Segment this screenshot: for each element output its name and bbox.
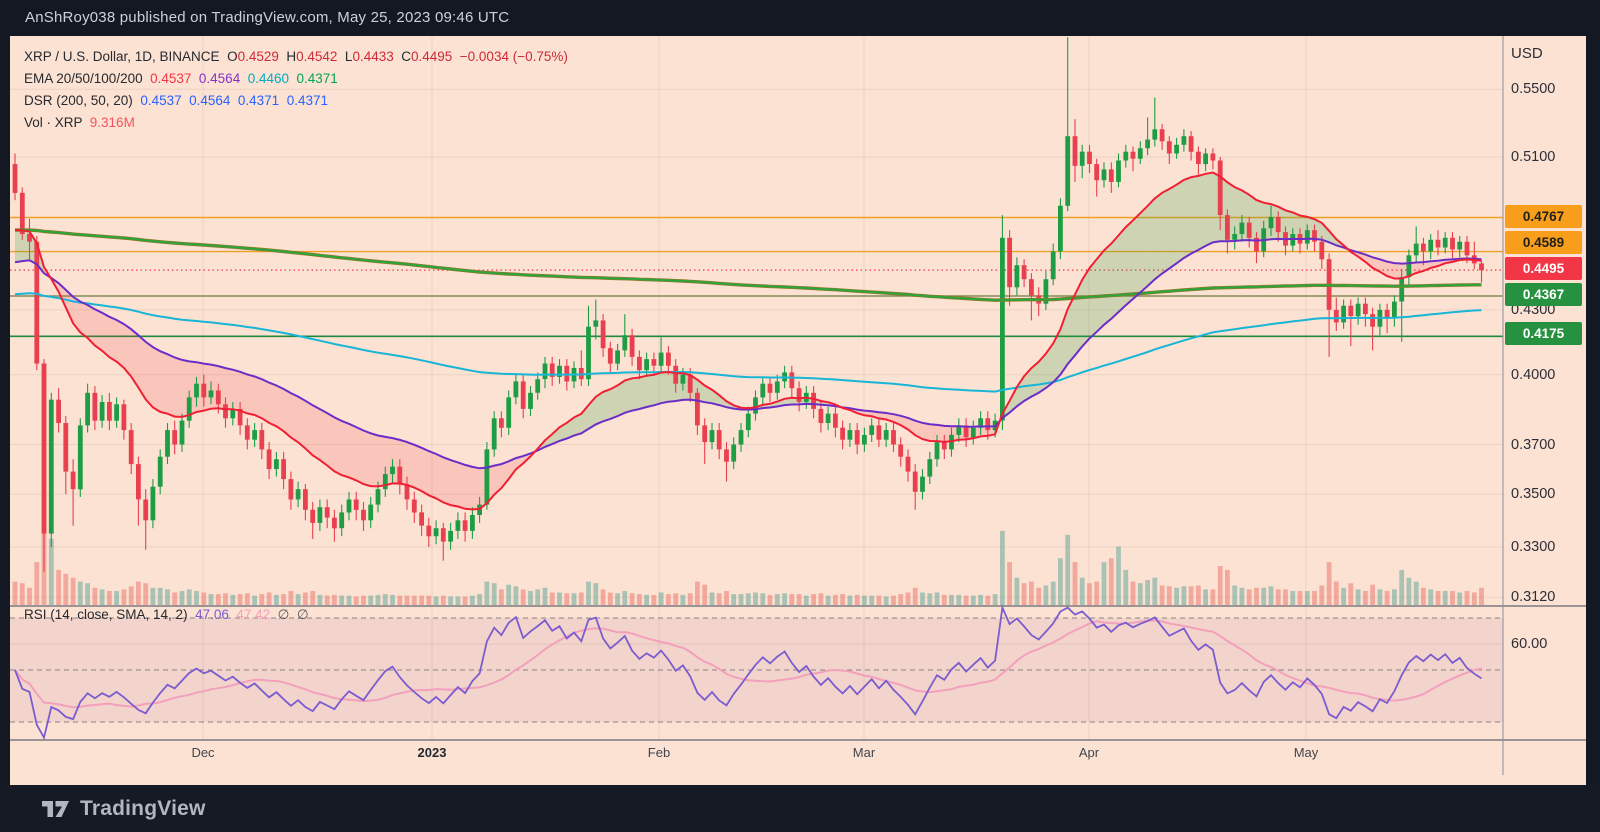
main-pane-legend: XRP / U.S. Dollar, 1D, BINANCE O0.4529 H… [24, 46, 568, 134]
footer-bar: TradingView [0, 785, 1600, 832]
price-axis-label: 0.3500 [1511, 486, 1556, 502]
dsr-legend[interactable]: DSR (200, 50, 20) 0.4537 0.4564 0.4371 0… [24, 93, 328, 108]
price-axis-label: 0.3300 [1511, 539, 1556, 555]
price-badge: 0.4175 [1505, 322, 1582, 345]
time-axis-label[interactable]: 2023 [417, 745, 447, 760]
price-axis-label: 0.4300 [1511, 302, 1556, 318]
tradingview-brand[interactable]: TradingView [80, 796, 206, 820]
price-axis-label: 0.5100 [1511, 149, 1556, 165]
rsi-axis-label: 60.00 [1511, 636, 1548, 652]
price-axis-label: 0.3700 [1511, 437, 1556, 453]
price-badge: 0.4367 [1505, 283, 1582, 306]
vol-legend[interactable]: Vol · XRP 9.316M [24, 115, 135, 130]
price-axis-label: 0.5500 [1511, 81, 1556, 97]
publish-header: AnShRoy038 published on TradingView.com,… [0, 0, 1600, 36]
price-axis-label: 0.3120 [1511, 589, 1556, 605]
time-axis-label[interactable]: Mar [852, 745, 876, 760]
symbol-legend[interactable]: XRP / U.S. Dollar, 1D, BINANCE O0.4529 H… [24, 49, 568, 64]
time-axis-label[interactable]: May [1293, 745, 1319, 760]
ema-legend[interactable]: EMA 20/50/100/200 0.4537 0.4564 0.4460 0… [24, 71, 338, 86]
time-axis-label[interactable]: Apr [1078, 745, 1100, 760]
price-badge: 0.4767 [1505, 205, 1582, 228]
time-axis-label[interactable]: Dec [191, 745, 215, 760]
publish-info-text: AnShRoy038 published on TradingView.com,… [25, 9, 510, 26]
rsi-pane-legend[interactable]: RSI (14, close, SMA, 14, 2) 47.06 47.42 … [24, 604, 309, 626]
price-badge: 0.4589 [1505, 231, 1582, 254]
price-axis-unit: USD [1511, 45, 1543, 62]
time-axis-label[interactable]: Feb [647, 745, 671, 760]
price-axis-label: 0.4000 [1511, 367, 1556, 383]
tradingview-logo-icon[interactable] [40, 797, 70, 820]
price-badge: 0.4495 [1505, 257, 1582, 280]
rsi-legend-row[interactable]: RSI (14, close, SMA, 14, 2) 47.06 47.42 … [24, 607, 309, 622]
